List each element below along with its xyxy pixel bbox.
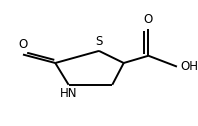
Text: S: S [95,36,103,49]
Text: HN: HN [60,87,77,100]
Text: O: O [144,12,153,25]
Text: OH: OH [181,60,198,73]
Text: O: O [18,38,28,51]
